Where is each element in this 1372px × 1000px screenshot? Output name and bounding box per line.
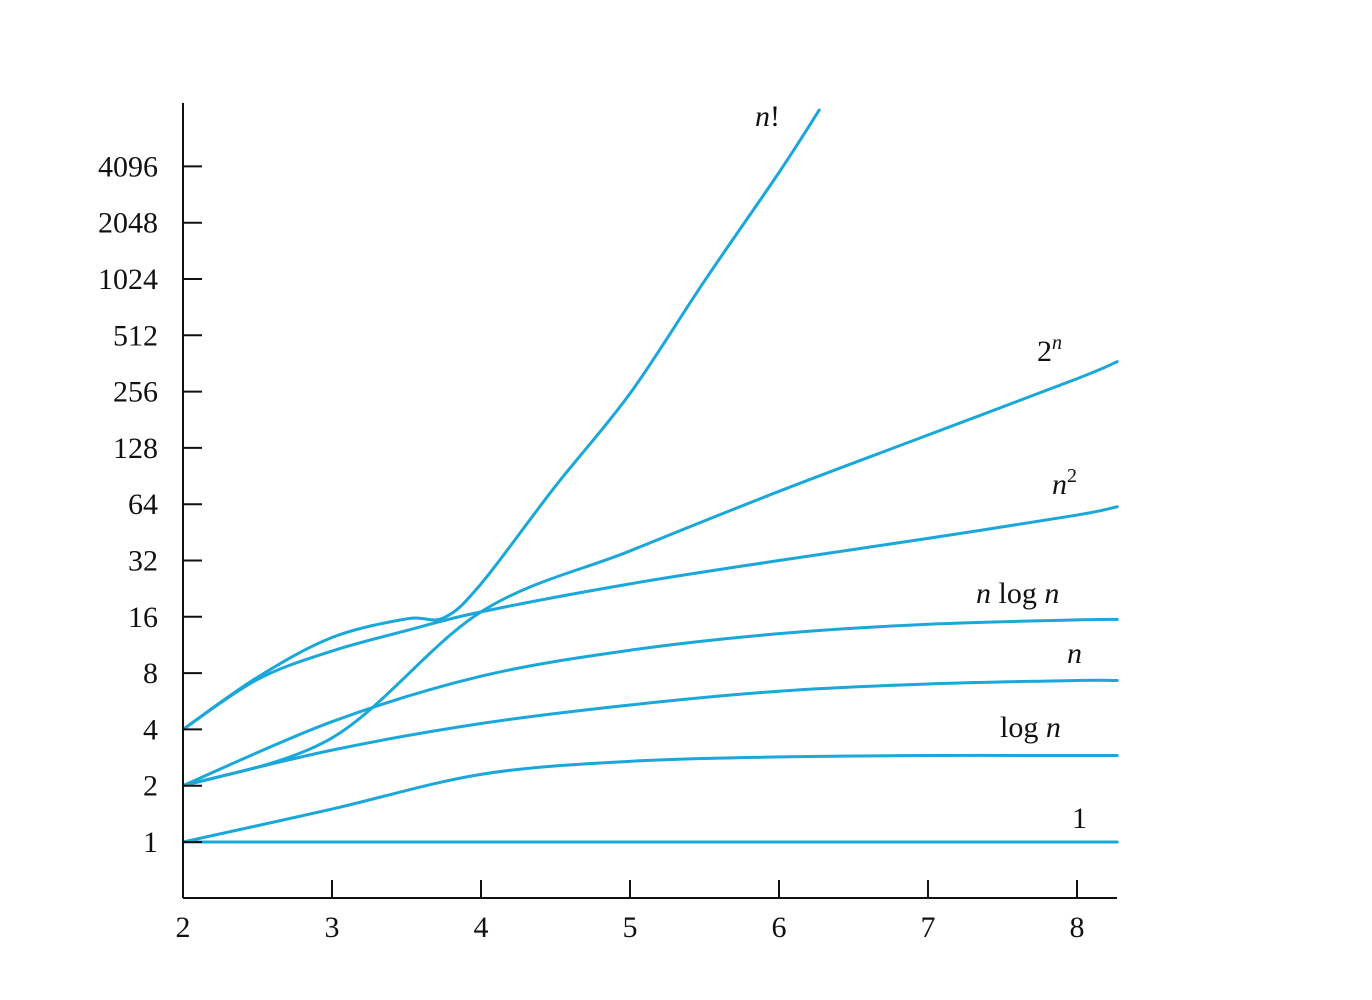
series-label-part: n — [1052, 468, 1067, 501]
y-tick-label: 2048 — [98, 207, 158, 240]
series-label-exp2: 2n — [1037, 332, 1062, 368]
curve-exp2 — [183, 360, 1119, 788]
series-label-logn: log n — [1000, 711, 1061, 744]
series-label-part: 1 — [1072, 802, 1087, 835]
y-tick-label: 256 — [113, 376, 158, 409]
series-label-part: n — [1044, 577, 1059, 610]
series-label-nlogn: n log n — [976, 577, 1059, 610]
curve-linear — [183, 678, 1119, 788]
x-ticks: 2 3 4 5 6 7 8 — [176, 880, 1085, 944]
y-tick-label: 8 — [143, 657, 158, 690]
curve-logn — [183, 753, 1119, 844]
y-tick-label: 32 — [128, 545, 158, 578]
y-ticks: 1 2 4 8 16 32 64 128 256 512 1024 2048 4096 — [98, 150, 202, 859]
y-tick-label: 16 — [128, 601, 158, 634]
series-label-part: 2 — [1067, 465, 1077, 487]
curve-square — [183, 505, 1119, 731]
x-tick-label: 2 — [176, 911, 191, 944]
y-tick-label: 4096 — [98, 150, 158, 183]
curve-nlogn — [183, 617, 1119, 788]
series-label-linear: n — [1067, 637, 1082, 670]
series-label-square: n2 — [1052, 465, 1077, 501]
y-tick-label: 512 — [113, 319, 158, 352]
x-tick-label: 5 — [623, 911, 638, 944]
curve-factorial — [183, 108, 821, 731]
curves-layer — [183, 108, 1119, 844]
series-label-part: ! — [770, 100, 780, 133]
y-tick-label: 128 — [113, 432, 158, 465]
y-tick-label: 64 — [128, 488, 158, 521]
series-label-part: log — [991, 577, 1044, 610]
x-tick-label: 4 — [474, 911, 489, 944]
series-label-part: n — [1046, 711, 1061, 744]
series-label-const: 1 — [1072, 802, 1087, 835]
series-label-part: n — [976, 577, 991, 610]
x-tick-label: 8 — [1070, 911, 1085, 944]
axes-layer — [182, 103, 1117, 899]
x-tick-label: 7 — [921, 911, 936, 944]
y-tick-label: 1 — [143, 826, 158, 859]
y-tick-label: 4 — [143, 713, 158, 746]
series-label-part: n — [1052, 332, 1062, 354]
y-tick-label: 2 — [143, 770, 158, 803]
series-label-part: n — [755, 100, 770, 133]
series-label-part: n — [1067, 637, 1082, 670]
y-tick-label: 1024 — [98, 263, 158, 296]
series-label-factorial: n! — [755, 100, 780, 133]
series-label-part: log — [1000, 711, 1046, 744]
series-label-part: 2 — [1037, 335, 1052, 368]
x-tick-label: 6 — [772, 911, 787, 944]
x-tick-label: 3 — [325, 911, 340, 944]
